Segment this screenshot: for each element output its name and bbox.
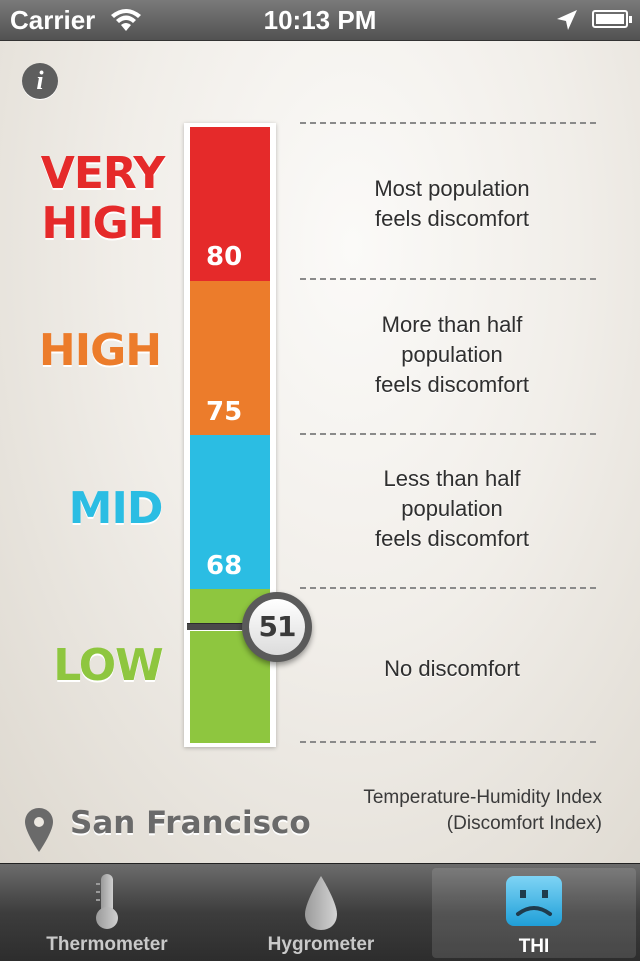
clock: 10:13 PM	[263, 5, 377, 35]
level-description-high: More than half population feels discomfo…	[300, 310, 604, 400]
description-line: feels discomfort	[374, 372, 530, 397]
divider	[300, 741, 596, 743]
battery-icon	[592, 10, 632, 28]
level-description-very-high: Most population feels discomfort	[300, 174, 604, 234]
thi-scale-bar: 80 75 68	[184, 123, 276, 747]
tab-label: Hygrometer	[267, 934, 375, 955]
description-line: population	[401, 342, 503, 367]
tab-thermometer[interactable]: Thermometer	[4, 864, 210, 960]
description-line: Most population	[374, 176, 530, 201]
map-pin-icon	[25, 808, 53, 852]
tab-thi[interactable]: THI	[432, 868, 636, 958]
index-caption: Temperature-Humidity Index (Discomfort I…	[363, 785, 602, 837]
caption-line: (Discomfort Index)	[446, 813, 602, 834]
description-line: population	[401, 496, 503, 521]
location-city[interactable]: San Francisco	[70, 805, 311, 841]
description-line: feels discomfort	[374, 526, 530, 551]
threshold-label: 68	[206, 551, 243, 581]
divider	[300, 587, 596, 589]
current-value-pointer	[187, 623, 251, 630]
level-label-very-high: VERY HIGH	[20, 149, 185, 249]
description-line: More than half	[381, 312, 523, 337]
level-label-line: VERY	[40, 148, 165, 199]
current-value-badge: 51	[242, 592, 312, 662]
description-line: No discomfort	[384, 656, 520, 681]
current-value: 51	[249, 599, 305, 655]
divider	[300, 433, 596, 435]
scale-segment-very-high: 80	[190, 127, 270, 281]
level-label-low: LOW	[53, 640, 163, 691]
thi-screen: i VERY HIGH HIGH MID LOW 80 75 68 51 Mos…	[0, 41, 640, 863]
description-line: feels discomfort	[374, 206, 530, 231]
caption-line: Temperature-Humidity Index	[363, 787, 602, 808]
description-line: Less than half	[383, 466, 521, 491]
tab-bar: Thermometer Hygrometer THI	[0, 863, 640, 961]
divider	[300, 122, 596, 124]
sad-face-icon	[506, 876, 562, 926]
thermometer-icon	[96, 874, 118, 929]
tab-hygrometer[interactable]: Hygrometer	[218, 864, 424, 960]
info-icon[interactable]: i	[22, 63, 58, 99]
level-label-line: HIGH	[41, 198, 164, 249]
status-bar: Carrier 10:13 PM	[0, 0, 640, 41]
scale-segment-mid: 68	[190, 435, 270, 589]
water-drop-icon	[305, 876, 337, 930]
level-label-high: HIGH	[38, 325, 162, 376]
level-description-mid: Less than half population feels discomfo…	[300, 464, 604, 554]
carrier-name: Carrier	[10, 5, 96, 35]
level-description-low: No discomfort	[300, 654, 604, 684]
wifi-icon	[111, 9, 141, 31]
tab-label: Thermometer	[46, 934, 168, 955]
level-label-mid: MID	[68, 483, 164, 534]
scale-segment-high: 75	[190, 281, 270, 435]
threshold-label: 75	[206, 397, 243, 427]
threshold-label: 80	[206, 242, 243, 272]
location-arrow-icon	[557, 10, 577, 30]
tab-label: THI	[518, 936, 550, 957]
divider	[300, 278, 596, 280]
